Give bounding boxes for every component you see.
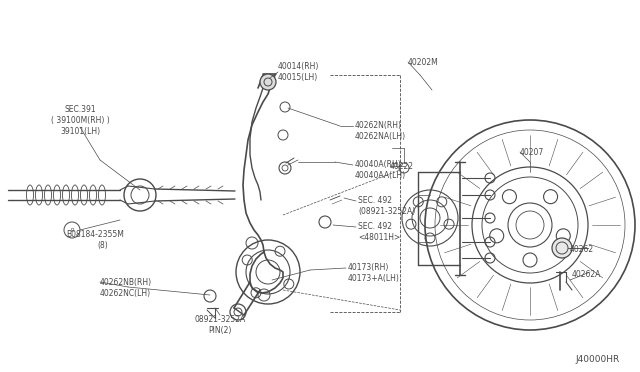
Text: SEC. 492: SEC. 492 bbox=[358, 222, 392, 231]
Text: 40202M: 40202M bbox=[408, 58, 439, 67]
Text: 40262A: 40262A bbox=[572, 270, 602, 279]
Text: B08184-2355M: B08184-2355M bbox=[66, 230, 124, 239]
Text: 40262NA(LH): 40262NA(LH) bbox=[355, 132, 406, 141]
Text: (08921-3252A): (08921-3252A) bbox=[358, 207, 415, 216]
Text: 40222: 40222 bbox=[390, 162, 414, 171]
Text: SEC. 492: SEC. 492 bbox=[358, 196, 392, 205]
Circle shape bbox=[260, 74, 276, 90]
Text: 40262N(RH): 40262N(RH) bbox=[355, 121, 402, 130]
Text: 39101(LH): 39101(LH) bbox=[60, 127, 100, 136]
Text: 40015(LH): 40015(LH) bbox=[278, 73, 318, 82]
Text: J40000HR: J40000HR bbox=[576, 355, 620, 364]
Text: PIN(2): PIN(2) bbox=[208, 326, 232, 335]
Text: 40173+A(LH): 40173+A(LH) bbox=[348, 274, 400, 283]
Text: 40262: 40262 bbox=[570, 245, 594, 254]
Text: <48011H>: <48011H> bbox=[358, 233, 400, 242]
Text: 08921-3252A: 08921-3252A bbox=[195, 315, 246, 324]
Text: 40262NC(LH): 40262NC(LH) bbox=[100, 289, 151, 298]
Text: 40040A(RH): 40040A(RH) bbox=[355, 160, 402, 169]
Text: R: R bbox=[70, 228, 74, 232]
Text: SEC.391: SEC.391 bbox=[64, 105, 96, 114]
Text: 40040AA(LH): 40040AA(LH) bbox=[355, 171, 406, 180]
Text: 40014(RH): 40014(RH) bbox=[278, 62, 319, 71]
Text: ( 39100M(RH) ): ( 39100M(RH) ) bbox=[51, 116, 109, 125]
Text: (8): (8) bbox=[98, 241, 108, 250]
Text: 40207: 40207 bbox=[520, 148, 544, 157]
Circle shape bbox=[552, 238, 572, 258]
Text: 40262NB(RH): 40262NB(RH) bbox=[100, 278, 152, 287]
Text: 40173(RH): 40173(RH) bbox=[348, 263, 389, 272]
